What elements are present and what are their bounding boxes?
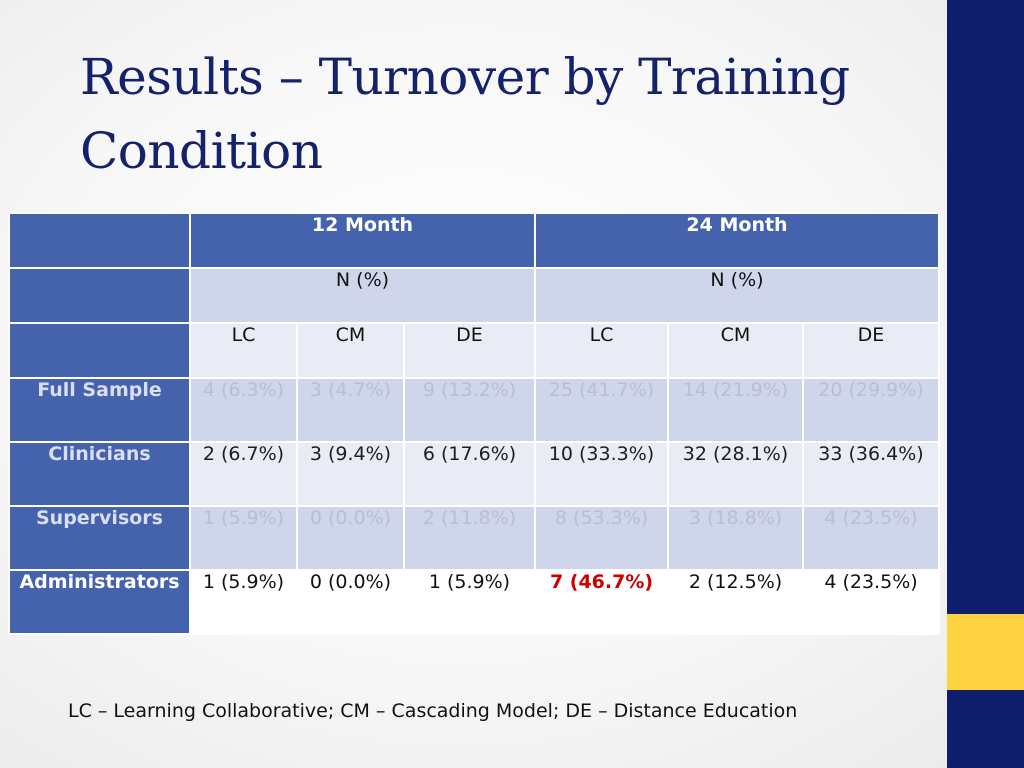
table-cell: 20 (29.9%) [802,377,940,443]
table-cell: 8 (53.3%) [534,505,669,571]
column-header: DE [403,322,536,379]
results-table: 12 Month 24 Month N (%) N (%) LC CM DE L… [8,212,940,635]
column-header: CM [667,322,804,379]
highlighted-cell: 7 (46.7%) [534,569,669,635]
row-label: Supervisors [8,505,191,571]
n-percent-header: N (%) [534,267,940,324]
column-header: LC [534,322,669,379]
n-percent-header: N (%) [189,267,536,324]
table-cell: 9 (13.2%) [403,377,536,443]
table-cell: 0 (0.0%) [296,505,405,571]
header-row-conditions: LC CM DE LC CM DE [8,322,940,379]
table-cell: 4 (23.5%) [802,505,940,571]
header-stub [8,267,191,324]
table-cell: 4 (6.3%) [189,377,298,443]
table-cell: 4 (23.5%) [802,569,940,635]
header-stub [8,322,191,379]
table-cell: 32 (28.1%) [667,441,804,507]
period-header: 24 Month [534,212,940,269]
table-cell: 3 (4.7%) [296,377,405,443]
row-label: Clinicians [8,441,191,507]
table-cell: 2 (12.5%) [667,569,804,635]
footnote: LC – Learning Collaborative; CM – Cascad… [68,700,798,722]
side-accent [947,614,1024,690]
table-row: Clinicians 2 (6.7%) 3 (9.4%) 6 (17.6%) 1… [8,441,940,507]
table-cell: 10 (33.3%) [534,441,669,507]
period-header: 12 Month [189,212,536,269]
table-cell: 2 (11.8%) [403,505,536,571]
table-cell: 1 (5.9%) [403,569,536,635]
table-cell: 33 (36.4%) [802,441,940,507]
table-cell: 25 (41.7%) [534,377,669,443]
column-header: LC [189,322,298,379]
table-row: Supervisors 1 (5.9%) 0 (0.0%) 2 (11.8%) … [8,505,940,571]
header-row-periods: 12 Month 24 Month [8,212,940,269]
table-row: Full Sample 4 (6.3%) 3 (4.7%) 9 (13.2%) … [8,377,940,443]
row-label: Full Sample [8,377,191,443]
table-cell: 14 (21.9%) [667,377,804,443]
table-cell: 2 (6.7%) [189,441,298,507]
column-header: CM [296,322,405,379]
header-stub [8,212,191,269]
column-header: DE [802,322,940,379]
table-cell: 0 (0.0%) [296,569,405,635]
table-cell: 1 (5.9%) [189,505,298,571]
slide-title: Results – Turnover by Training Condition [80,48,850,180]
table-cell: 6 (17.6%) [403,441,536,507]
table-row: Administrators 1 (5.9%) 0 (0.0%) 1 (5.9%… [8,569,940,635]
table-cell: 3 (9.4%) [296,441,405,507]
header-row-n-percent: N (%) N (%) [8,267,940,324]
row-label: Administrators [8,569,191,635]
table-cell: 1 (5.9%) [189,569,298,635]
table-cell: 3 (18.8%) [667,505,804,571]
